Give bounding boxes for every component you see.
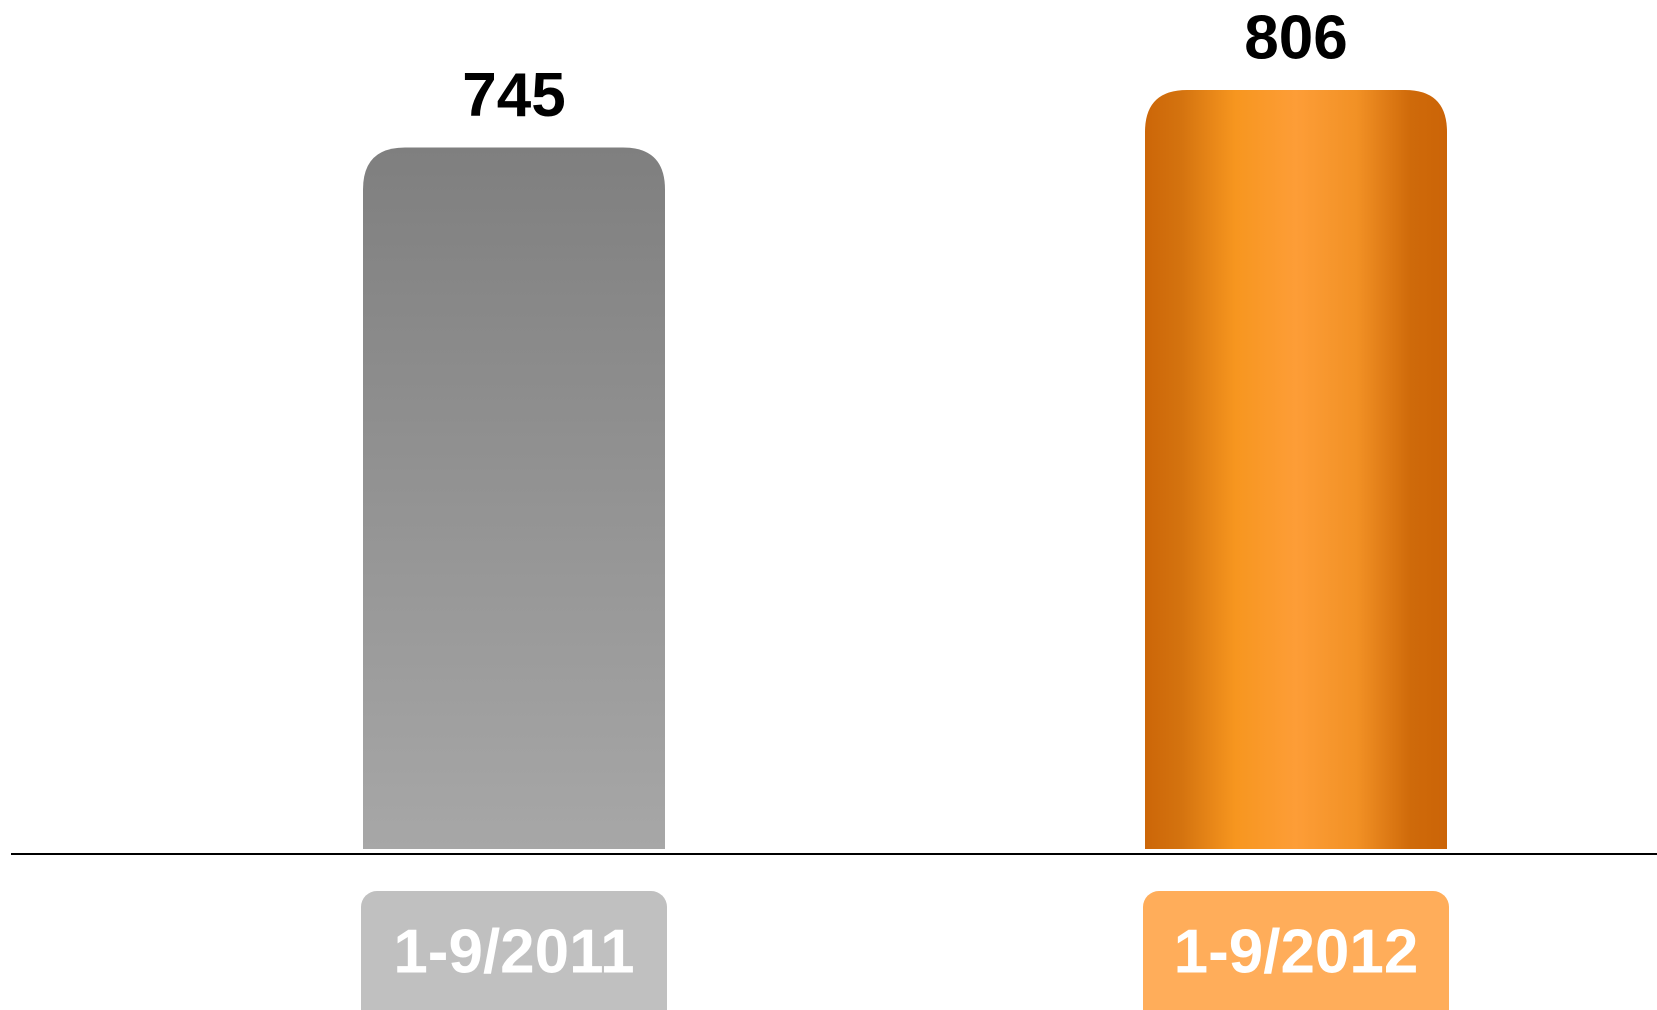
bar bbox=[363, 147, 665, 849]
category-box bbox=[1143, 891, 1449, 1010]
value-label: 745 bbox=[462, 61, 565, 130]
x-tick-label: 1-9/2012 bbox=[1174, 917, 1419, 986]
bar bbox=[1145, 90, 1447, 849]
x-tick-label: 1-9/2011 bbox=[393, 917, 634, 986]
category-box bbox=[361, 891, 667, 1010]
value-label: 806 bbox=[1244, 3, 1347, 72]
